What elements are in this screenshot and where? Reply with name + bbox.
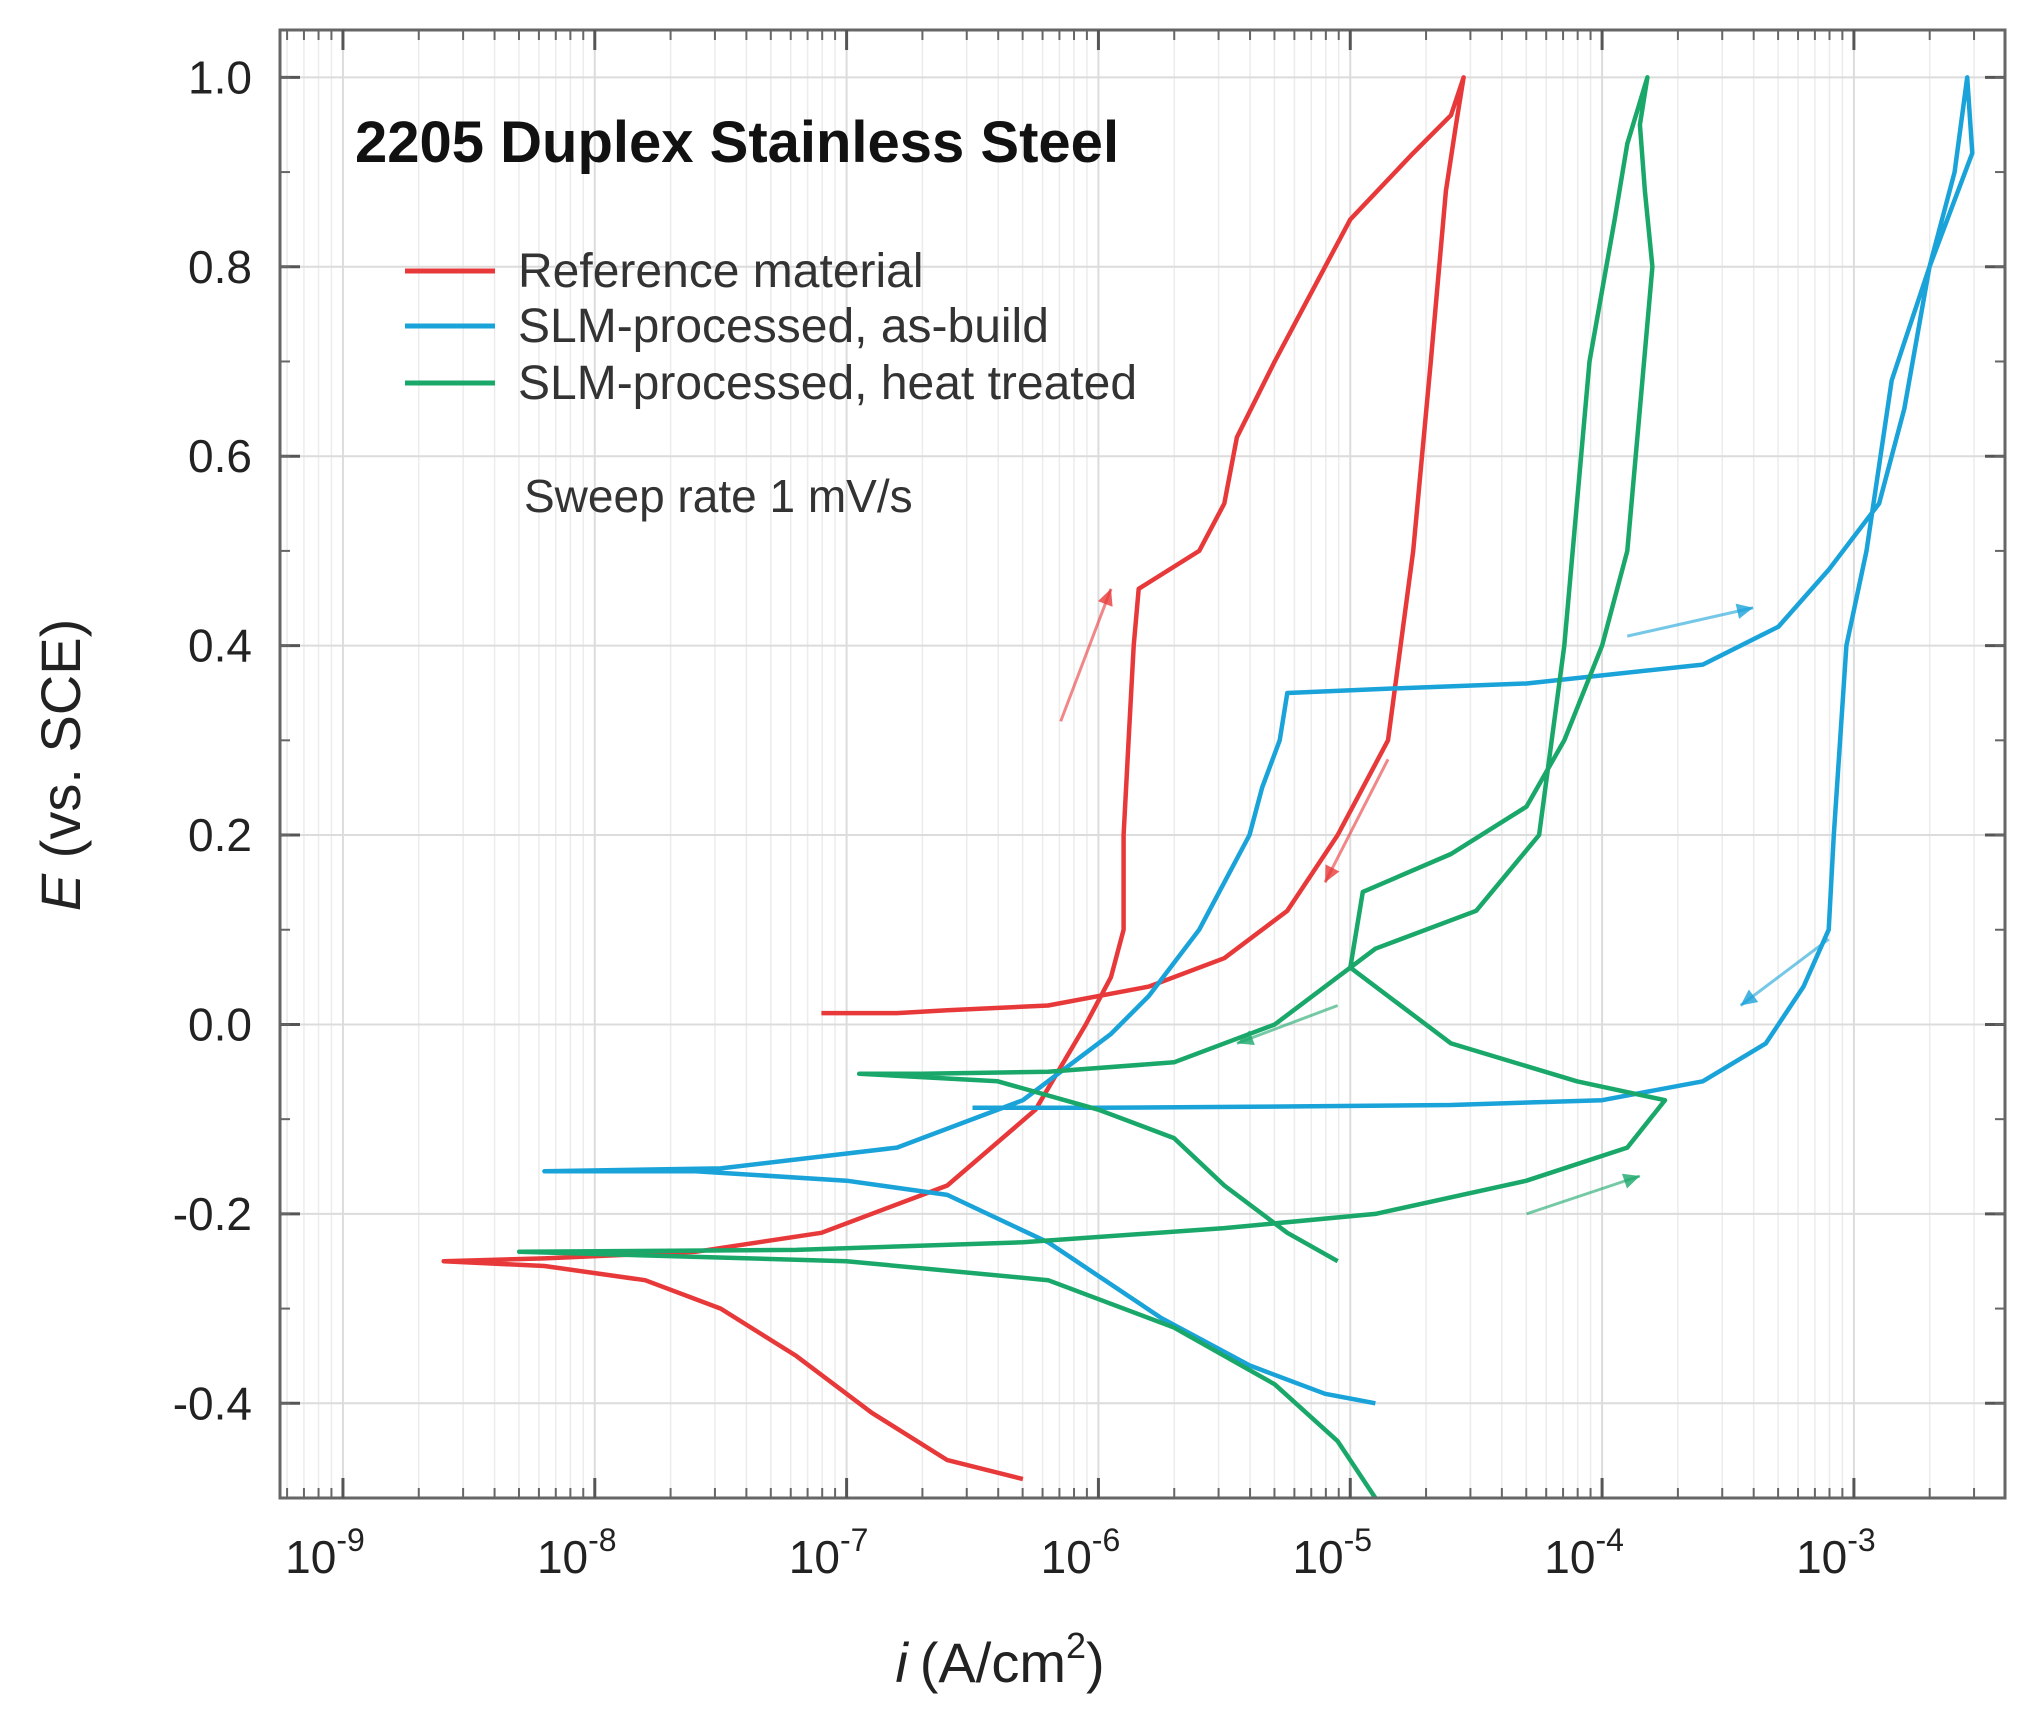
x-axis-title: i (A/cm2) bbox=[895, 1625, 1104, 1694]
y-tick-label: 0.8 bbox=[188, 241, 252, 293]
x-tick-label: 10-7 bbox=[789, 1522, 869, 1583]
y-tick-label: 0.2 bbox=[188, 809, 252, 861]
y-axis-variable: E bbox=[29, 873, 92, 911]
x-tick-label-power: -6 bbox=[1092, 1522, 1120, 1558]
x-tick-label: 10-5 bbox=[1292, 1522, 1372, 1583]
heat-treated-up-arrow bbox=[1526, 1174, 1641, 1216]
reference-down-arrow bbox=[1323, 758, 1390, 884]
y-tick-label: 1.0 bbox=[188, 51, 252, 103]
data-series bbox=[441, 75, 1975, 1500]
x-tick-label-base: 10 bbox=[1544, 1531, 1595, 1583]
x-tick-label-power: -9 bbox=[336, 1522, 364, 1558]
y-tick-label: 0.4 bbox=[188, 620, 252, 672]
x-tick-label-power: -8 bbox=[588, 1522, 616, 1558]
y-tick-label: -0.2 bbox=[173, 1188, 252, 1240]
chart-title: 2205 Duplex Stainless Steel bbox=[355, 110, 1119, 175]
heat-treated-back-arrow-head bbox=[1236, 1030, 1255, 1046]
legend: Reference material SLM-processed, as-bui… bbox=[405, 245, 1137, 410]
legend-label-reference: Reference material bbox=[518, 245, 924, 298]
x-tick-label-base: 10 bbox=[537, 1531, 588, 1583]
series-reference-material bbox=[441, 75, 1466, 1482]
series-slm-heat-treated bbox=[516, 75, 1668, 1500]
legend-label-as-build: SLM-processed, as-build bbox=[518, 300, 1049, 353]
x-tick-label: 10-4 bbox=[1544, 1522, 1624, 1583]
heat-treated-back-arrow bbox=[1236, 1004, 1339, 1045]
as-build-down-arrow bbox=[1739, 938, 1830, 1007]
plot-frame bbox=[278, 28, 2007, 1500]
y-axis-unit: (vs. SCE) bbox=[29, 619, 92, 874]
legend-label-heat-treated: SLM-processed, heat treated bbox=[518, 357, 1137, 410]
x-tick-label-base: 10 bbox=[1292, 1531, 1343, 1583]
y-tick-label: 0.6 bbox=[188, 430, 252, 482]
x-tick-label-power: -7 bbox=[840, 1522, 868, 1558]
x-tick-label-base: 10 bbox=[1041, 1531, 1092, 1583]
x-tick-label: 10-6 bbox=[1041, 1522, 1121, 1583]
axis-ticks: 10-9 10-8 10-7 10-6 10-5 10-4 10-31.00.80.60.4… bbox=[173, 30, 2005, 1583]
x-tick-label-base: 10 bbox=[789, 1531, 840, 1583]
y-tick-label: -0.4 bbox=[173, 1377, 252, 1429]
heat-treated-up-arrow-head bbox=[1621, 1173, 1640, 1189]
as-build-down-arrow-head bbox=[1740, 989, 1759, 1006]
x-axis-unit: (A/cm bbox=[920, 1631, 1066, 1694]
x-axis-unit-superscript: 2 bbox=[1066, 1625, 1086, 1666]
x-tick-label-power: -3 bbox=[1847, 1522, 1875, 1558]
as-build-up-arrow bbox=[1626, 606, 1754, 638]
x-tick-label: 10-9 bbox=[285, 1522, 365, 1583]
sweep-direction-arrows bbox=[1059, 588, 1830, 1216]
x-axis-variable: i bbox=[895, 1631, 909, 1694]
sweep-rate-annotation: Sweep rate 1 mV/s bbox=[524, 470, 913, 522]
reference-up-arrow bbox=[1059, 588, 1113, 722]
x-tick-label-base: 10 bbox=[285, 1531, 336, 1583]
x-tick-label-base: 10 bbox=[1796, 1531, 1847, 1583]
gridlines bbox=[280, 30, 2005, 1498]
x-tick-label-power: -4 bbox=[1595, 1522, 1623, 1558]
reference-down-arrow-head bbox=[1325, 864, 1340, 883]
y-tick-label: 0.0 bbox=[188, 998, 252, 1050]
x-tick-label: 10-3 bbox=[1796, 1522, 1876, 1583]
reference-up-arrow-head bbox=[1097, 588, 1113, 607]
x-tick-label-power: -5 bbox=[1344, 1522, 1372, 1558]
x-tick-label: 10-8 bbox=[537, 1522, 617, 1583]
x-axis-unit-close: ) bbox=[1086, 1631, 1105, 1694]
y-axis-title: E (vs. SCE) bbox=[29, 619, 92, 911]
as-build-up-arrow-head bbox=[1735, 603, 1754, 619]
series-slm-as-build bbox=[542, 75, 1975, 1406]
